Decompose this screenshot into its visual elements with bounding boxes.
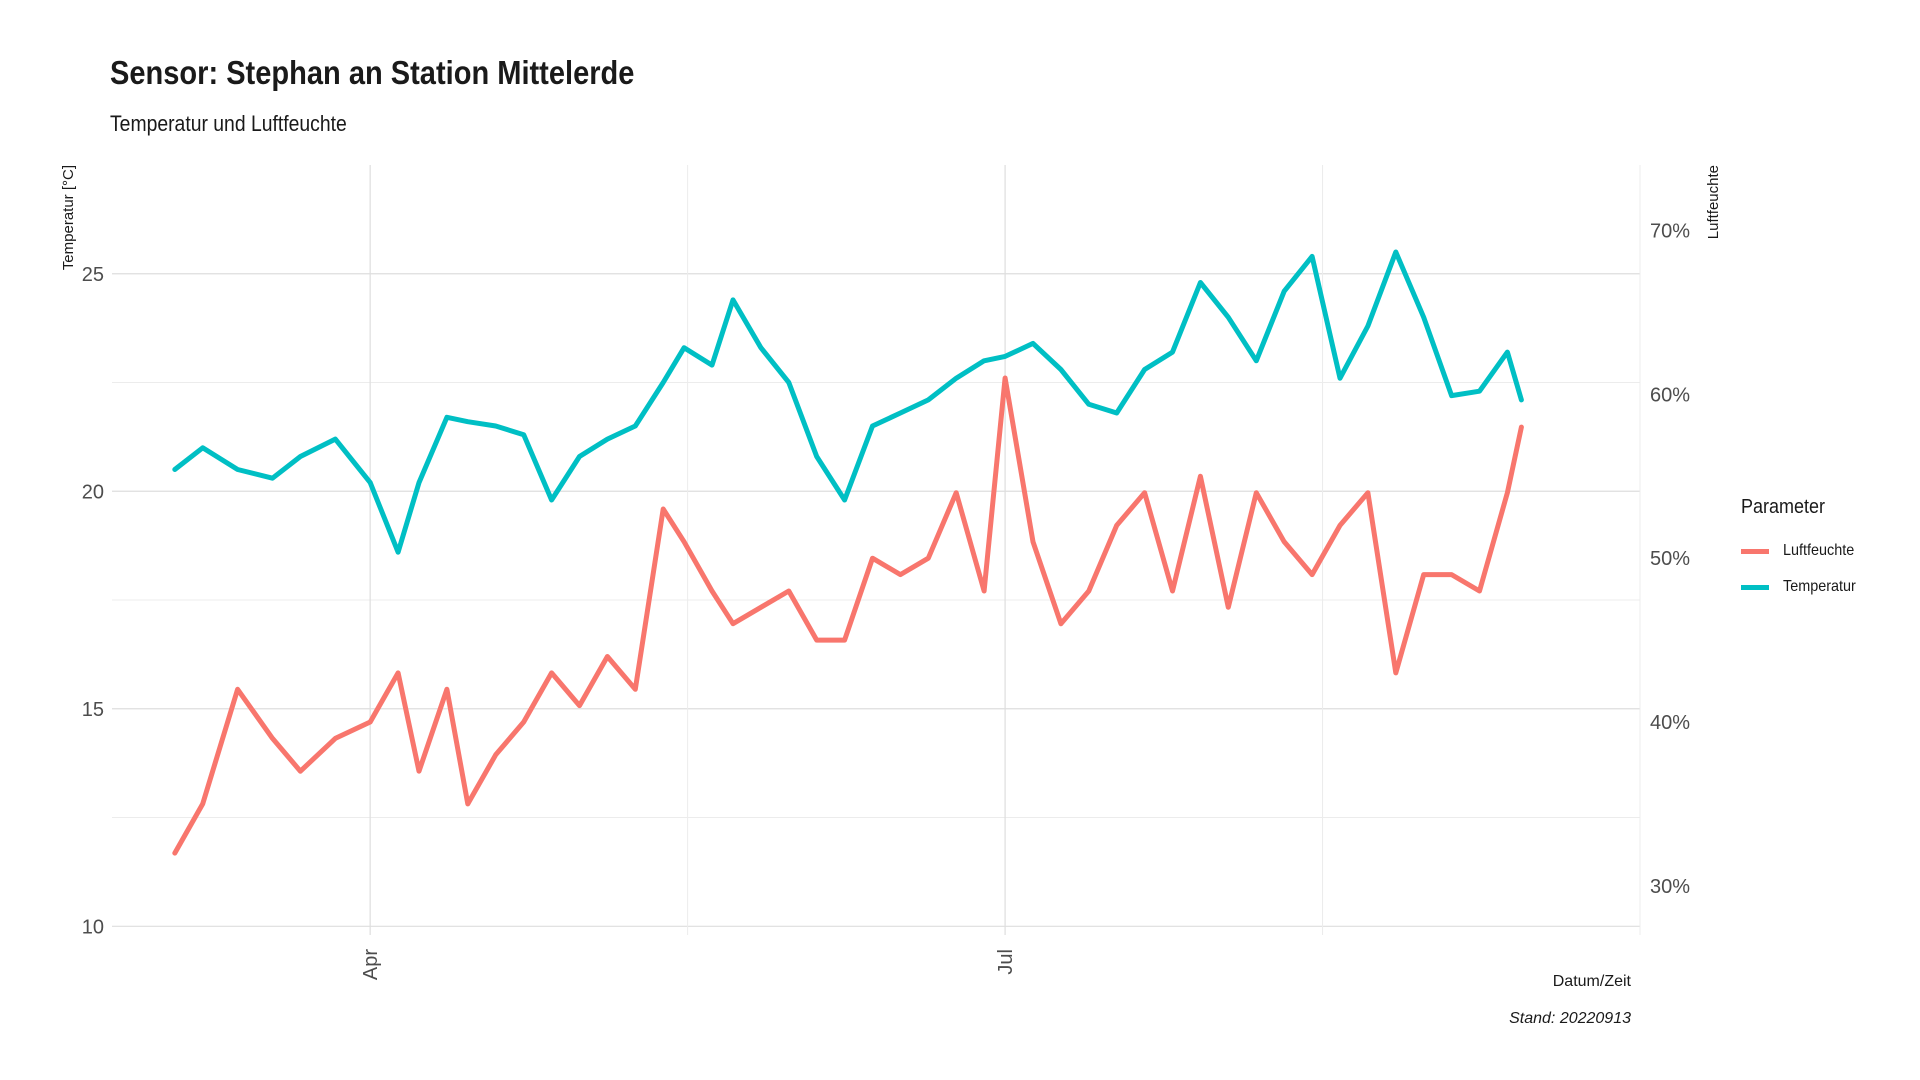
axes: 10 15 20 25 30% 40% 50% 60% 70% Apr Jul Temperatur … bbox=[60, 165, 1722, 980]
y2-tick-label: 70% bbox=[1650, 221, 1690, 243]
y2-tick-label: 40% bbox=[1650, 712, 1690, 734]
legend-label-temperatur: Temperatur bbox=[1783, 578, 1856, 595]
legend-item-temperatur: Temperatur bbox=[1741, 569, 1864, 605]
legend-key-temperatur bbox=[1741, 584, 1769, 590]
y2-tick-label: 50% bbox=[1650, 548, 1690, 570]
legend: Parameter Luftfeuchte Temperatur bbox=[1741, 496, 1864, 605]
series-layer bbox=[172, 249, 1524, 856]
y2-tick-label: 30% bbox=[1650, 876, 1690, 898]
chart-caption: Stand: 20220913 bbox=[1509, 1010, 1631, 1027]
y-tick-label: 25 bbox=[82, 264, 104, 286]
y-tick-label: 20 bbox=[82, 481, 104, 503]
legend-item-luftfeuchte: Luftfeuchte bbox=[1741, 533, 1864, 569]
legend-key-luftfeuchte bbox=[1741, 548, 1769, 554]
y2-tick-label: 60% bbox=[1650, 384, 1690, 406]
y-tick-label: 10 bbox=[82, 916, 104, 938]
y-axis-title: Temperatur [°C] bbox=[60, 165, 77, 270]
y-tick-label: 15 bbox=[82, 699, 104, 721]
x-axis-title: Datum/Zeit bbox=[1552, 973, 1631, 990]
x-tick-label: Apr bbox=[360, 949, 382, 980]
series-line-temperatur bbox=[172, 249, 1524, 555]
y2-axis-title: Luftfeuchte bbox=[1705, 165, 1722, 239]
series-line-luftfeuchte bbox=[172, 375, 1524, 856]
grid-lines bbox=[112, 165, 1641, 935]
legend-title: Parameter bbox=[1741, 496, 1826, 518]
legend-label-luftfeuchte: Luftfeuchte bbox=[1783, 542, 1855, 559]
x-tick-label: Jul bbox=[995, 949, 1017, 975]
chart-subtitle: Temperatur und Luftfeuchte bbox=[110, 111, 347, 136]
chart-title: Sensor: Stephan an Station Mittelerde bbox=[110, 54, 635, 91]
